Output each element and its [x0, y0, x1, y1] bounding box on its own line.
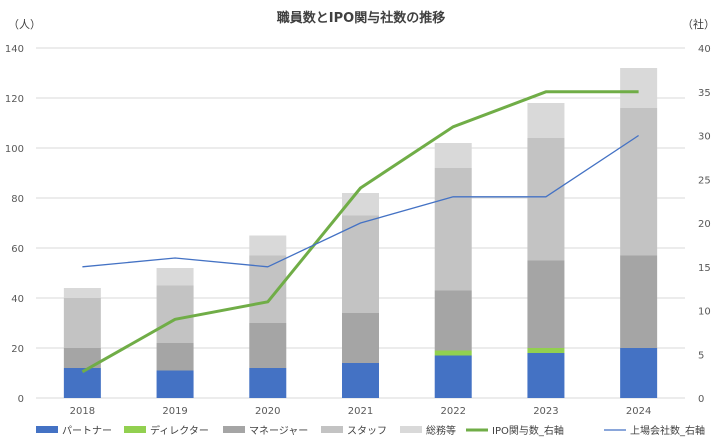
bar-segment	[249, 368, 287, 398]
right-tick-label: 5	[698, 350, 704, 361]
bar-segment	[63, 288, 101, 298]
bar-segment	[434, 143, 472, 168]
bar-segment	[342, 313, 379, 363]
left-tick-label: 120	[5, 94, 24, 105]
legend-label: IPO関与数_右軸	[492, 424, 564, 437]
x-tick-label: 2020	[255, 406, 280, 417]
legend-swatch	[36, 426, 58, 433]
right-tick-label: 35	[698, 88, 711, 99]
left-tick-label: 40	[11, 294, 24, 305]
bar-segment	[434, 290, 472, 351]
bar-segment	[620, 68, 658, 108]
left-tick-label: 140	[5, 44, 24, 55]
bar-segment	[63, 368, 101, 398]
bar-segment	[434, 355, 472, 398]
left-axis-unit: （人）	[8, 18, 41, 31]
left-tick-label: 80	[11, 194, 24, 205]
bar-segment	[620, 108, 658, 256]
bar-segment	[434, 168, 472, 291]
bar-segment	[620, 348, 658, 398]
right-tick-label: 0	[698, 394, 704, 405]
bar-segment	[156, 268, 194, 286]
legend-label: マネージャー	[249, 425, 308, 437]
bar-segment	[156, 343, 194, 371]
right-tick-label: 25	[698, 175, 711, 186]
line-series	[81, 90, 639, 374]
bar-segment	[620, 255, 658, 348]
bar-segment	[527, 138, 565, 261]
legend-label: ディレクター	[150, 424, 209, 437]
legend-label: パートナー	[62, 425, 112, 437]
x-tick-label: 2021	[348, 406, 373, 417]
bar-segment	[156, 285, 194, 343]
bar-segment	[527, 353, 565, 398]
left-tick-label: 100	[5, 144, 24, 155]
right-tick-label: 40	[698, 44, 711, 55]
right-axis-unit: （社）	[682, 17, 715, 31]
series-line	[82, 134, 639, 268]
legend-label: 総務等	[426, 424, 456, 437]
x-tick-label: 2024	[626, 406, 651, 417]
right-tick-label: 30	[698, 132, 711, 143]
left-tick-label: 20	[11, 344, 24, 355]
x-tick-label: 2023	[533, 406, 558, 417]
bar-segment	[434, 350, 472, 356]
bar-segment	[249, 323, 287, 368]
bar-segment	[156, 370, 194, 398]
legend-swatch	[223, 426, 245, 433]
x-tick-label: 2022	[440, 406, 465, 417]
right-tick-label: 20	[698, 219, 711, 230]
legend-swatch	[124, 426, 146, 433]
right-tick-label: 10	[698, 307, 711, 318]
bar-segment	[527, 348, 565, 353]
chart-title: 職員数とIPO関与社数の推移	[277, 10, 445, 26]
series-line	[81, 90, 639, 374]
bar-segment	[342, 215, 379, 313]
legend-swatch	[321, 426, 343, 433]
x-tick-label: 2018	[70, 406, 95, 417]
left-tick-label: 60	[11, 244, 24, 255]
bar-segment	[63, 348, 101, 368]
x-tick-label: 2019	[162, 406, 187, 417]
legend-label: スタッフ	[347, 425, 387, 437]
legend: パートナー ディレクター マネージャー スタッフ 総務等 IPO関与数_右軸 上場会社数_右…	[36, 424, 705, 437]
bar-segment	[249, 235, 287, 256]
left-tick-label: 0	[18, 394, 24, 405]
right-tick-label: 15	[698, 263, 711, 274]
bar-series	[63, 68, 658, 398]
legend-swatch	[400, 426, 422, 433]
legend-label: 上場会社数_右軸	[630, 424, 705, 437]
bar-segment	[527, 260, 565, 348]
bar-segment	[342, 363, 379, 398]
axis-labels: 0 20 40 60 80 100 120 140 0 5 10 15 20 25 30 35 40 2018 20…	[5, 44, 711, 417]
bar-segment	[527, 103, 565, 138]
bar-segment	[63, 298, 101, 348]
